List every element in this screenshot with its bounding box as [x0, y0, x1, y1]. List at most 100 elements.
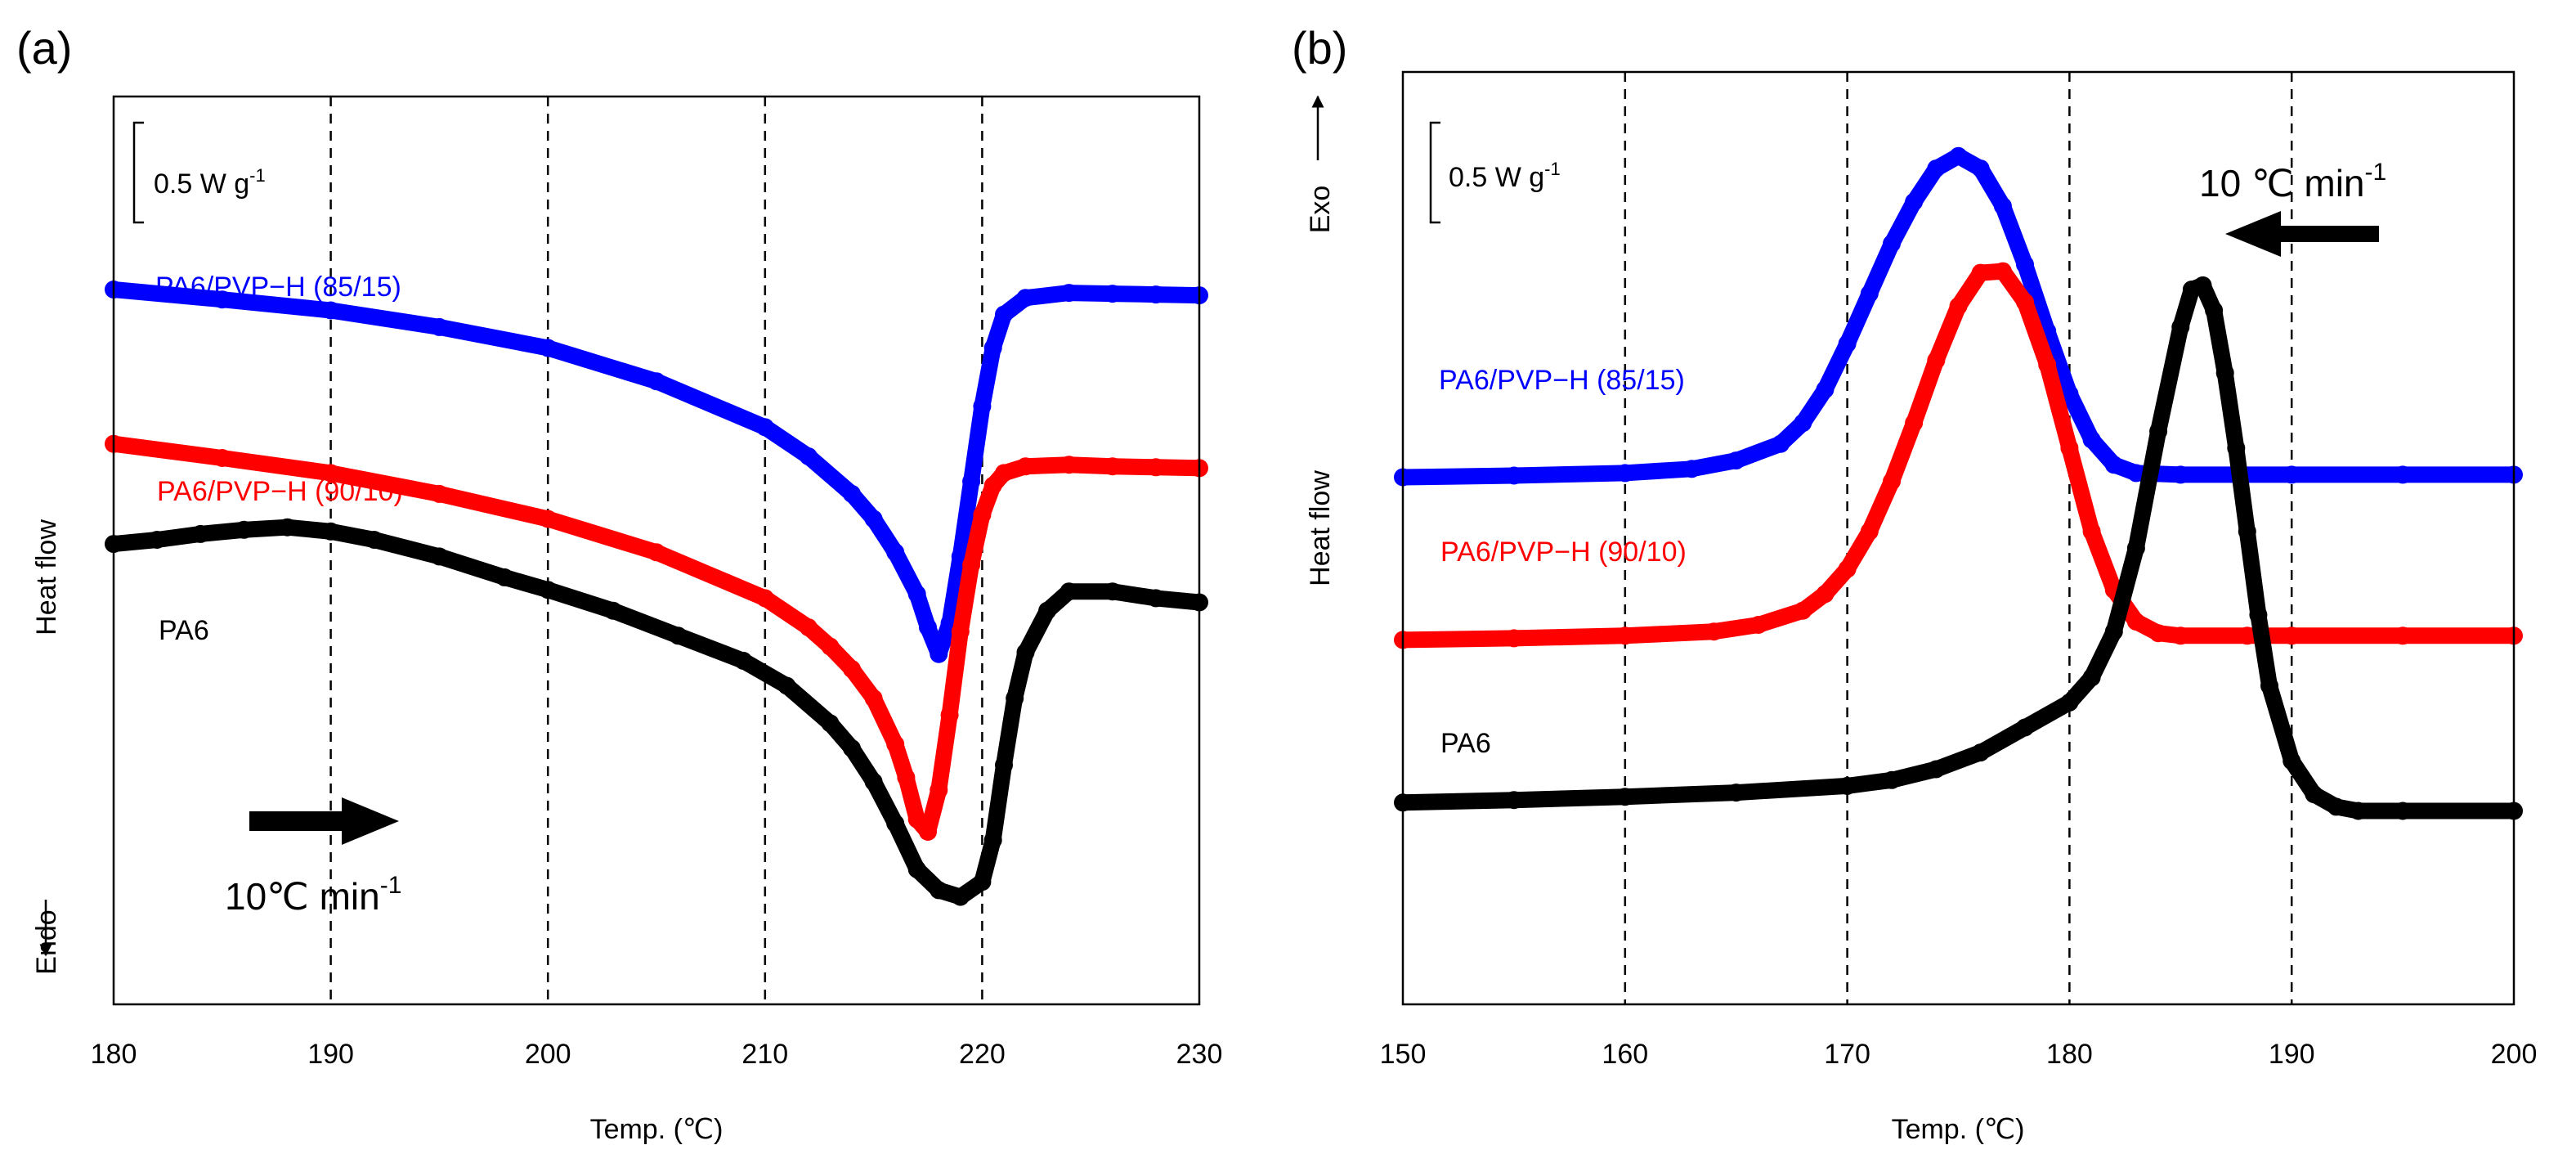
panel-a-series-2-point: [777, 676, 796, 695]
panel-a-label: (a): [16, 22, 72, 74]
panel-a-series-2-point: [821, 714, 840, 733]
panel-a-label-pa6: PA6: [159, 615, 209, 646]
panel-b-series-0-point: [2126, 464, 2145, 483]
panel-a-series-0-point: [1060, 284, 1078, 303]
panel-b-x-tick-190: 190: [2269, 1039, 2315, 1070]
panel-b-series-1-point: [1949, 297, 1968, 316]
panel-a-plot-frame: [112, 95, 1201, 1006]
panel-a-series-1-point: [799, 618, 818, 637]
panel-b-series-0-point: [1927, 159, 1946, 178]
panel-a-series-1-point: [430, 484, 449, 503]
panel-b-series-0-point: [2283, 465, 2301, 484]
panel-a-rate-label: 10℃ min-1: [225, 872, 401, 918]
panel-b-exo-label: Exo: [1305, 186, 1336, 234]
panel-a-series-2-point: [365, 531, 383, 549]
panel-b-series-1-point: [2060, 438, 2079, 457]
panel-b-series-0-point: [1971, 159, 1990, 178]
panel-a-series-2-point: [864, 772, 883, 791]
panel-b-series-2-point: [2060, 693, 2079, 712]
panel-a-series-1-point: [1146, 458, 1165, 477]
panel-b-series-0-point: [1727, 451, 1745, 470]
panel-a-series-2-point: [278, 518, 297, 537]
panel-a-series-1-point: [647, 543, 665, 562]
panel-a-series-2-point: [973, 873, 992, 891]
panel-a-series-1-point: [951, 622, 970, 641]
panel-a-x-axis-title: Temp. (℃): [590, 1114, 724, 1145]
panel-b-scale-bar-label: 0.5 W g-1: [1449, 159, 1561, 193]
panel-a-series-2-point: [886, 814, 905, 833]
panel-b-series-1-point: [1504, 629, 1523, 648]
panel-b-series: [1394, 146, 2523, 820]
panel-b-series-2-point: [1504, 791, 1523, 810]
panel-b-series-1-point: [1860, 522, 1879, 541]
panel-a-label-pa6-pvp-h-90-10: PA6/PVP−H (90/10): [157, 476, 403, 507]
panel-b-series-1-point: [1749, 616, 1767, 634]
panel-a-series-1-point: [843, 660, 861, 679]
panel-b-series-2-point: [1883, 770, 1901, 789]
panel-b-series-2-point: [2305, 785, 2323, 804]
panel-b-series-2-point: [1615, 788, 1634, 806]
panel-b-series-1-point: [2171, 626, 2190, 645]
panel-a-y-axis-title: Heat flow: [31, 519, 62, 635]
panel-b-x-tick-150: 150: [1380, 1039, 1427, 1070]
panel-a-series-1-point: [1103, 457, 1122, 476]
panel-a-series-1-point: [539, 510, 558, 528]
panel-b-series-0-point: [1816, 380, 1835, 399]
panel-b-series-1-point: [2038, 355, 2057, 374]
panel-a-series-0-point: [930, 644, 948, 663]
panel-a: (a) 180 190 200 210 220 230 0.5 W g-1 PA6/PVP…: [16, 22, 1222, 1145]
panel-a-series-2-point: [951, 887, 970, 906]
panel-b-scale-bar: [1429, 121, 1440, 224]
panel-b-series-1-point: [1816, 585, 1835, 604]
panel-a-series-1-point: [213, 449, 231, 467]
panel-b-series-2-point: [2349, 802, 2368, 820]
panel-b-series-1-point: [1615, 626, 1634, 645]
panel-a-series-1-point: [940, 706, 959, 725]
panel-a-series-0-point: [755, 418, 774, 437]
panel-b-series-0-point: [2171, 465, 2190, 484]
panel-a-x-tick-190: 190: [307, 1039, 354, 1070]
panel-b-y-axis-title: Heat flow: [1305, 470, 1336, 586]
panel-a-series-1-point: [995, 464, 1013, 483]
panel-a-x-tick-180: 180: [91, 1039, 137, 1070]
panel-b-label-pa6-pvp-h-90-10: PA6/PVP−H (90/10): [1440, 537, 1687, 568]
panel-a-series-0-point: [213, 290, 231, 309]
panel-a-series-2-point: [907, 860, 926, 878]
panel-b-series-1-point: [1794, 601, 1812, 620]
panel-a-series-2-point: [148, 531, 167, 549]
panel-b-series-0-point: [1993, 197, 2012, 215]
panel-a-series-0-point: [983, 339, 1002, 357]
panel-a-series-0-point: [843, 484, 861, 503]
panel-b-series-0-point: [1794, 414, 1812, 433]
panel-b-series-0-point: [2060, 384, 2079, 403]
panel-b-series-2-point: [2126, 539, 2145, 558]
panel-a-series-1-point: [897, 768, 916, 787]
panel-b-x-tick-170: 170: [1824, 1039, 1870, 1070]
panel-a-series-2-point: [1016, 643, 1035, 662]
panel-b-series-1-point: [1705, 622, 1723, 641]
panel-a-series-0-point: [1103, 285, 1122, 303]
panel-a-series-0-point: [973, 397, 992, 415]
panel-b-series-1-point: [1838, 559, 1857, 578]
panel-b-x-tick-200: 200: [2491, 1039, 2538, 1070]
panel-b-series-0-point: [1905, 192, 1924, 211]
panel-a-series-2-point: [191, 524, 210, 543]
panel-a-series-1-point: [755, 589, 774, 608]
panel-a-series-0-point: [430, 317, 449, 336]
panel-a-series-0-point: [919, 618, 937, 637]
panel-a-series-2-point: [995, 756, 1013, 775]
panel-a-rate-arrow: [249, 797, 399, 845]
panel-b: (b) 150 160 170 180 190 200 0.5 W g-1 10 ℃ mi…: [1292, 22, 2537, 1145]
panel-a-series-1-point: [973, 505, 992, 524]
panel-b-series-1-point: [2149, 624, 2168, 643]
panel-a-series-2-point: [843, 739, 861, 757]
panel-b-series-0-point: [1860, 285, 1879, 303]
panel-a-series-2-point: [539, 581, 558, 599]
panel-b-grid: [1624, 72, 2293, 1004]
panel-b-series-2-point: [1727, 784, 1745, 802]
panel-a-series-1-point: [930, 781, 948, 799]
panel-b-plot-frame: [1401, 70, 2516, 1006]
panel-a-series-2-point: [235, 520, 253, 539]
panel-a-series-1-point: [907, 810, 926, 828]
